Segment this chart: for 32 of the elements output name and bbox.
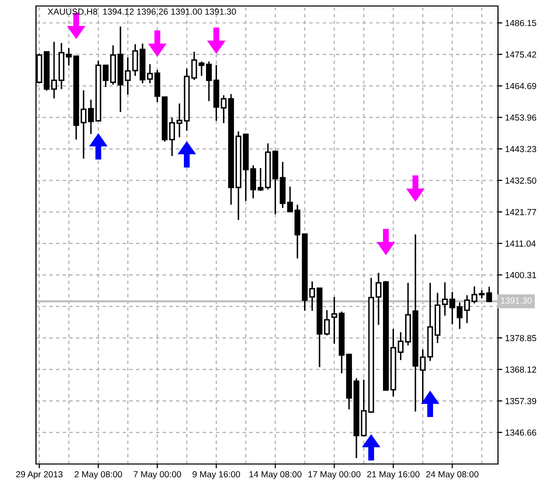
y-tick-label: 1411.04: [506, 240, 536, 247]
y-tick-label: 1475.42: [506, 51, 536, 58]
x-tick-label: 17 May 00:00: [308, 471, 360, 480]
x-tick-label: 14 May 08:00: [249, 471, 302, 480]
point: [376, 228, 396, 256]
x-tick-label: 29 Apr 2013: [16, 471, 63, 480]
y-tick-label: 1432.50: [506, 177, 536, 184]
y-tick-label: 1400.31: [506, 272, 536, 278]
point: [207, 27, 226, 54]
point: [178, 141, 196, 168]
y-tick-label: 1443.23: [506, 146, 536, 152]
y-tick-label: 1346.66: [506, 429, 536, 436]
point: [362, 434, 380, 460]
y-tick-label: 1378.85: [506, 334, 536, 342]
point: [406, 175, 425, 202]
point: [420, 390, 440, 418]
y-tick-label: 1357.39: [506, 398, 536, 404]
x-tick-label: 21 May 16:00: [367, 471, 420, 480]
chart-title: XAUUSD,H8 1394.12 1396.26 1391.00 1391.30: [48, 8, 236, 16]
x-tick-label: 9 May 16:00: [192, 471, 240, 480]
y-tick-label: 1453.96: [506, 114, 536, 121]
point: [89, 133, 108, 160]
x-tick-label: 2 May 08:00: [74, 471, 122, 480]
y-tick-label: 1486.15: [506, 20, 536, 26]
x-tick-label: 24 May 08:00: [426, 471, 478, 480]
x-tick-label: 7 May 00:00: [134, 471, 182, 480]
point: [148, 30, 167, 57]
candlestick: [331, 296, 338, 344]
y-tick-label: 1421.77: [506, 208, 536, 216]
y-tick-label: 1368.12: [506, 366, 536, 373]
ref-line-label: 1391.30: [500, 298, 532, 304]
y-tick-label: 1464.69: [506, 82, 536, 90]
